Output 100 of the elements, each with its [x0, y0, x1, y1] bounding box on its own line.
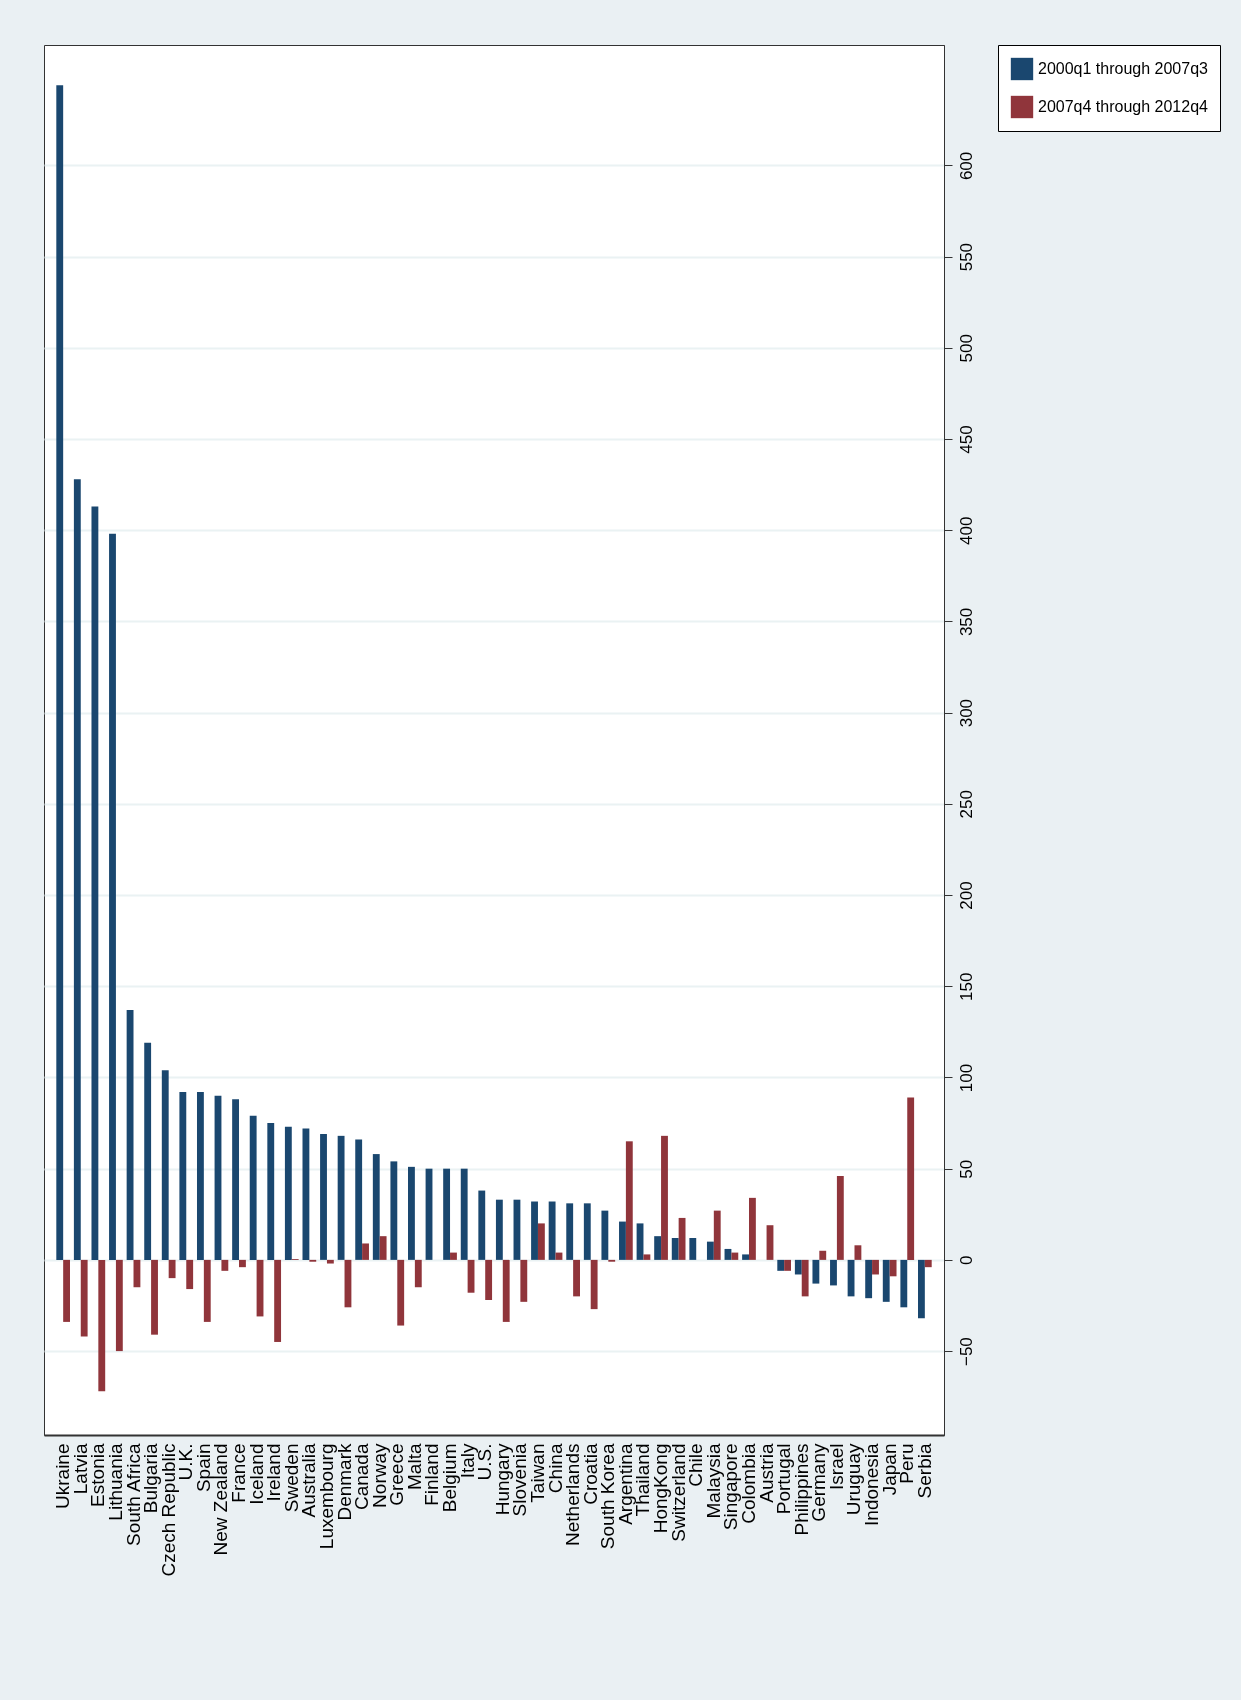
bar [168, 1259, 176, 1279]
bar [872, 1259, 879, 1275]
bar [302, 1128, 310, 1260]
y-tick-label: 250 [956, 790, 976, 819]
bar [917, 1259, 925, 1319]
bar [267, 1123, 275, 1260]
y-tick-label: 0 [956, 1255, 976, 1266]
bar [485, 1259, 493, 1301]
y-tick-label: 450 [956, 425, 976, 454]
bar [689, 1237, 697, 1260]
y-tick-label: −50 [956, 1337, 976, 1367]
bar [865, 1259, 873, 1299]
bar [80, 1259, 88, 1337]
bar [408, 1166, 415, 1260]
bar [239, 1259, 246, 1268]
bar [232, 1099, 240, 1260]
bar [56, 85, 64, 1260]
bar [830, 1259, 837, 1286]
bar [583, 1203, 591, 1260]
y-tick-label: 150 [956, 972, 976, 1001]
y-tick-label: 600 [956, 151, 976, 181]
x-tick-label: Uruguay [843, 1443, 865, 1516]
bar [91, 506, 99, 1260]
x-tick-label: Japan [878, 1443, 900, 1496]
bar [161, 1070, 169, 1260]
bar [643, 1254, 651, 1260]
y-tick-label: 550 [956, 242, 976, 272]
bar [748, 1197, 756, 1260]
y-tick-label: 300 [956, 698, 976, 728]
bar [502, 1259, 510, 1322]
bar [812, 1259, 820, 1284]
legend-label: 2007q4 through 2012q4 [1038, 98, 1209, 115]
bar [414, 1259, 422, 1288]
legend-label: 2000q1 through 2007q3 [1038, 60, 1209, 77]
y-tick-label: 500 [956, 334, 976, 363]
y-tick-label: 350 [956, 607, 976, 637]
bar [777, 1259, 785, 1271]
bar [443, 1168, 451, 1260]
x-tick-label: Serbia [913, 1443, 935, 1499]
bar [249, 1115, 257, 1260]
bar [460, 1168, 468, 1260]
y-tick-label: 50 [956, 1159, 976, 1179]
bar [706, 1241, 714, 1260]
y-tick-label: 100 [956, 1063, 976, 1093]
bar [794, 1259, 802, 1275]
bar [882, 1259, 890, 1302]
bar [326, 1259, 334, 1264]
bar [924, 1259, 932, 1268]
bar [355, 1139, 363, 1260]
bar [531, 1201, 538, 1260]
x-tick-label: HongKong [650, 1443, 672, 1534]
bar [151, 1259, 158, 1335]
bar [654, 1236, 662, 1260]
bar [274, 1259, 282, 1342]
bar [98, 1259, 106, 1392]
bar [661, 1135, 668, 1260]
bar [537, 1223, 545, 1260]
bar [390, 1161, 398, 1260]
bar [854, 1245, 862, 1260]
bar [619, 1221, 626, 1260]
bar [671, 1237, 679, 1260]
bar [203, 1259, 211, 1322]
bar [63, 1259, 71, 1322]
bar [495, 1199, 503, 1260]
bar [836, 1175, 844, 1260]
bar [548, 1201, 556, 1260]
bar [900, 1259, 908, 1308]
bar [742, 1254, 749, 1260]
bar [320, 1134, 327, 1260]
bar [678, 1217, 686, 1260]
bar [397, 1259, 405, 1326]
bar [115, 1259, 123, 1352]
bar [801, 1259, 809, 1297]
bar [450, 1252, 457, 1260]
bar [573, 1259, 580, 1297]
bar [73, 479, 81, 1260]
bar [566, 1203, 574, 1260]
bar [625, 1141, 633, 1260]
bar [179, 1092, 187, 1260]
bar [590, 1259, 598, 1310]
bar [731, 1252, 739, 1260]
x-tick-label: Hungary [491, 1443, 513, 1516]
bar [601, 1210, 609, 1260]
bar [478, 1190, 486, 1260]
bar [907, 1097, 915, 1260]
bar [109, 533, 116, 1260]
bar [186, 1259, 194, 1290]
bar [819, 1250, 827, 1260]
bar [520, 1259, 528, 1302]
y-tick-label: 200 [956, 881, 976, 910]
y-tick-label: 400 [956, 516, 976, 545]
bar [784, 1259, 792, 1271]
bar [362, 1243, 369, 1260]
bar [196, 1092, 204, 1260]
bar [144, 1042, 152, 1260]
bar [284, 1126, 292, 1260]
bar [889, 1259, 897, 1277]
bar [379, 1236, 387, 1260]
bar [713, 1210, 721, 1260]
bar [337, 1135, 345, 1260]
